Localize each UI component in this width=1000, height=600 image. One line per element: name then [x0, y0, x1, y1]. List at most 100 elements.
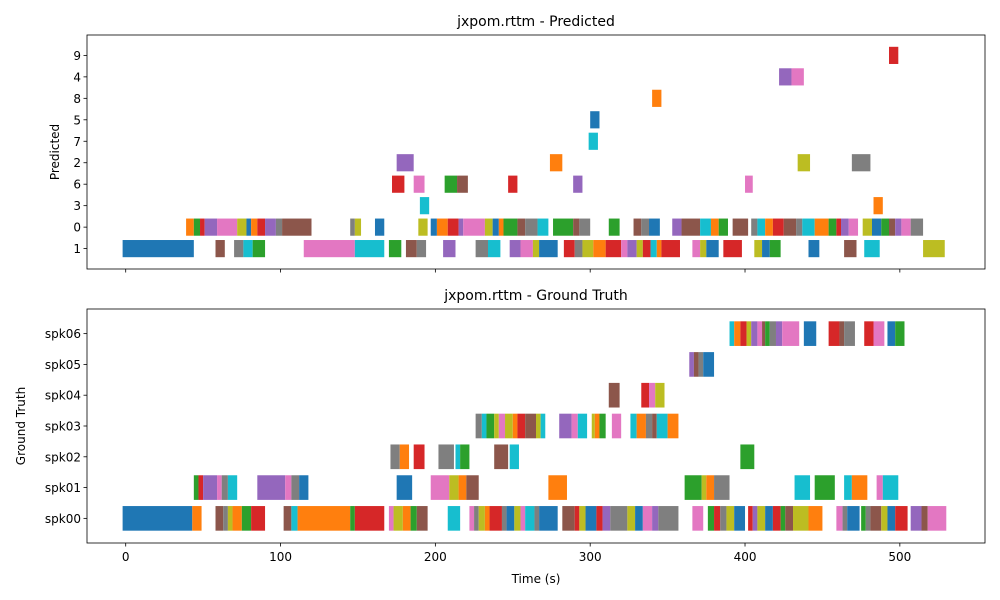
segment-bar [257, 475, 286, 500]
segment-bar [839, 321, 845, 346]
segment-bar [559, 413, 572, 439]
segment-bar [751, 321, 758, 346]
x-tick-label: 200 [424, 550, 447, 564]
segment-bar [593, 240, 606, 258]
segment-bar [710, 218, 719, 236]
y-tick-label: 4 [73, 70, 81, 84]
segment-bar [681, 218, 701, 236]
segment-bar [862, 218, 872, 236]
segment-bar [910, 506, 922, 531]
segment-bar [418, 218, 428, 236]
segment-bar [847, 506, 860, 531]
segment-bar [649, 218, 660, 236]
segment-bar [746, 321, 752, 346]
segment-bar [844, 240, 857, 258]
segment-bar [484, 218, 493, 236]
segment-bar [520, 240, 533, 258]
segment-bar [895, 321, 905, 346]
segment-bar [265, 218, 276, 236]
segment-bar [488, 240, 501, 258]
segment-bar [765, 506, 773, 531]
segment-bar [501, 506, 507, 531]
segment-bar [745, 175, 753, 193]
segment-bar [684, 475, 702, 500]
segment-bar [881, 506, 888, 531]
segment-bar [282, 218, 312, 236]
segment-bar [895, 506, 908, 531]
segment-bar [241, 506, 252, 531]
segment-bar [645, 413, 653, 439]
segment-bar [734, 321, 741, 346]
segment-bar [718, 218, 728, 236]
segment-bar [416, 240, 427, 258]
predicted-panel-title: jxpom.rttm - Predicted [456, 14, 615, 30]
segment-bar [563, 240, 575, 258]
segment-bar [512, 413, 518, 439]
segment-bar [851, 475, 868, 500]
segment-bar [740, 321, 747, 346]
segment-bar [889, 46, 899, 64]
segment-bar [186, 218, 194, 236]
segment-bar [693, 352, 699, 377]
segment-bar [577, 413, 588, 439]
segment-bar [808, 240, 820, 258]
segment-bar [122, 506, 193, 531]
segment-bar [649, 382, 656, 408]
segment-bar [200, 218, 205, 236]
segment-bar [350, 218, 355, 236]
y-tick-label: spk05 [45, 358, 81, 372]
segment-bar [641, 382, 650, 408]
segment-bar [865, 506, 871, 531]
segment-bar [910, 218, 924, 236]
segment-bar [901, 218, 911, 236]
segment-bar [769, 321, 776, 346]
segment-bar [536, 413, 541, 439]
segment-bar [652, 506, 659, 531]
segment-bar [192, 506, 202, 531]
segment-bar [562, 506, 575, 531]
segment-bar [514, 506, 521, 531]
segment-bar [882, 475, 899, 500]
segment-bar [430, 218, 437, 236]
segment-bar [641, 218, 650, 236]
segment-bar [532, 240, 540, 258]
segment-bar [374, 218, 385, 236]
segment-bar [203, 475, 218, 500]
segment-bar [836, 506, 843, 531]
segment-bar [793, 506, 809, 531]
segment-bar [658, 506, 679, 531]
segment-bar [594, 413, 600, 439]
segment-bar [443, 240, 456, 258]
segment-bar [803, 321, 817, 346]
segment-bar [579, 218, 591, 236]
segment-bar [692, 506, 704, 531]
y-tick-label: spk03 [45, 420, 81, 434]
y-tick-label: 1 [73, 242, 81, 256]
segment-bar [252, 240, 266, 258]
segment-bar [808, 506, 823, 531]
segment-bar [828, 321, 840, 346]
segment-bar [537, 218, 549, 236]
segment-bar [489, 506, 502, 531]
segment-bar [299, 475, 309, 500]
segment-bar [828, 218, 837, 236]
segment-bar [887, 506, 896, 531]
y-tick-label: 3 [73, 199, 81, 213]
segment-bar [627, 506, 636, 531]
segment-bar [752, 506, 758, 531]
segment-bar [498, 218, 504, 236]
segment-bar [698, 352, 704, 377]
segment-bar [757, 321, 763, 346]
segment-bar [388, 506, 394, 531]
segment-bar [399, 444, 410, 470]
segment-bar [729, 321, 735, 346]
segment-bar [525, 218, 538, 236]
segment-bar [506, 506, 515, 531]
segment-bar [706, 240, 719, 258]
segment-bar [354, 506, 385, 531]
segment-bar [848, 218, 859, 236]
segment-bar [525, 413, 536, 439]
segment-bar [505, 413, 513, 439]
segment-bar [232, 506, 242, 531]
